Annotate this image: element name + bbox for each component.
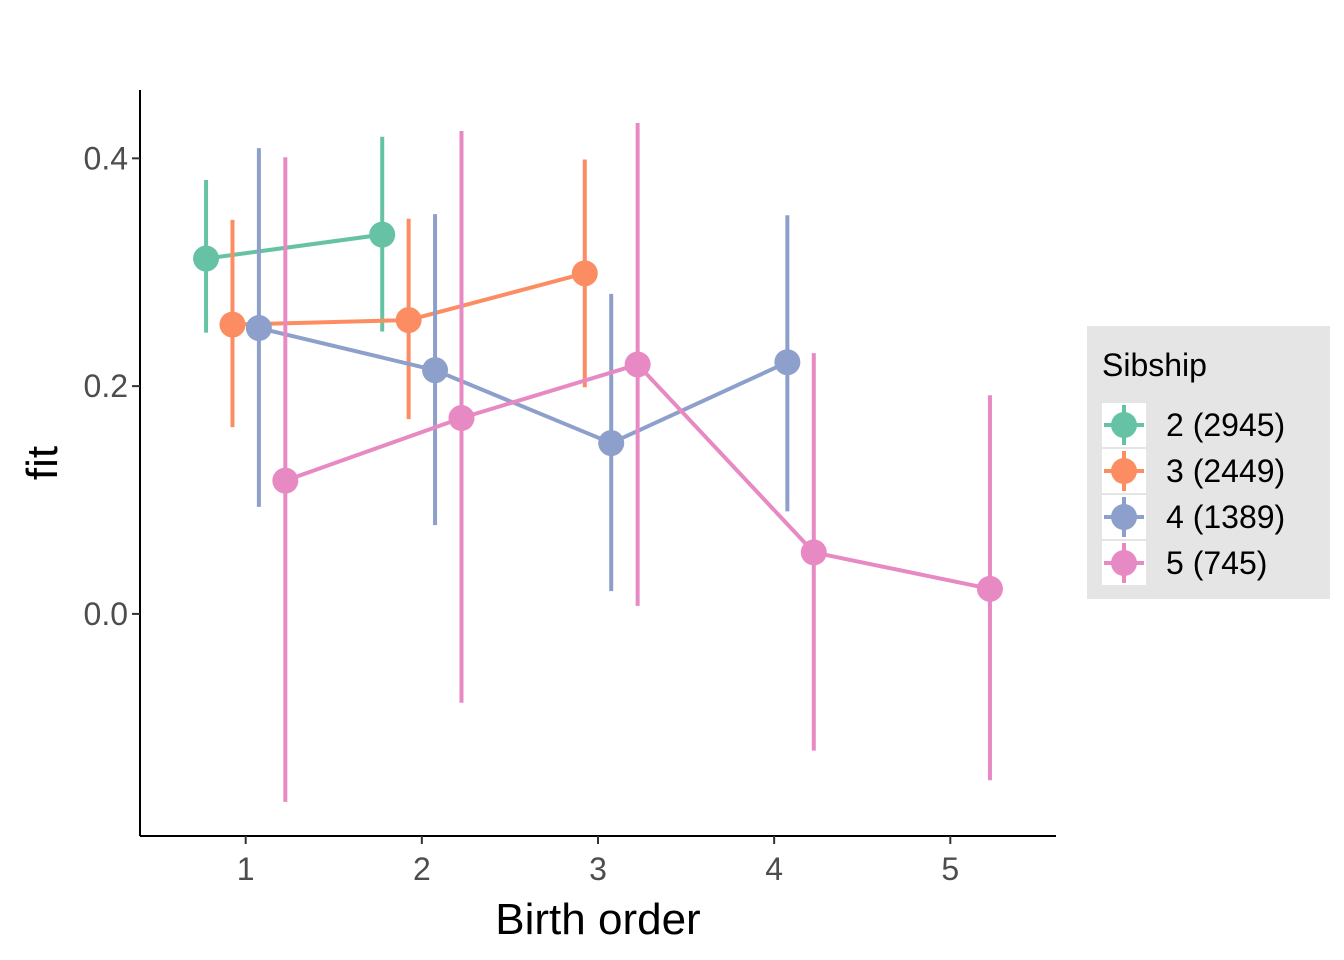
data-point [774, 349, 801, 376]
data-point [193, 245, 220, 272]
legend-title: Sibship [1102, 347, 1207, 383]
legend-key-point [1111, 550, 1137, 576]
series-3 [245, 148, 801, 592]
legend-key-point [1111, 504, 1137, 530]
y-axis-ticks: 0.0 0.2 0.4 [84, 140, 140, 632]
chart-marks [193, 123, 1003, 802]
series-1 [193, 136, 396, 333]
legend-label: 3 (2449) [1166, 453, 1285, 489]
x-tick-label: 1 [237, 851, 255, 887]
legend-key-point [1111, 458, 1137, 484]
data-point [976, 575, 1003, 602]
legend-label: 2 (2945) [1166, 407, 1285, 443]
legend-items: 2 (2945) 3 (2449) 4 (1389) 5 (745) [1102, 403, 1285, 585]
data-point [272, 467, 299, 494]
series-2 [219, 159, 598, 428]
y-axis-title: fit [18, 446, 67, 480]
legend: Sibship 2 (2945) 3 (2449) 4 (1389) 5 (745) [1087, 326, 1330, 599]
legend-label: 4 (1389) [1166, 499, 1285, 535]
legend-item: 4 (1389) [1102, 495, 1285, 539]
x-axis-ticks: 1 2 3 4 5 [237, 836, 959, 887]
data-point [245, 315, 272, 342]
data-point [624, 351, 651, 378]
data-point [422, 357, 449, 384]
data-point [571, 260, 598, 287]
x-tick-label: 5 [941, 851, 959, 887]
x-tick-label: 2 [413, 851, 431, 887]
y-tick-label: 0.2 [84, 368, 128, 404]
legend-key-point [1111, 412, 1137, 438]
legend-item: 3 (2449) [1102, 449, 1285, 493]
data-point [395, 307, 422, 334]
legend-item: 2 (2945) [1102, 403, 1285, 447]
y-tick-label: 0.0 [84, 596, 128, 632]
x-tick-label: 4 [765, 851, 783, 887]
data-point [448, 405, 475, 432]
x-tick-label: 3 [589, 851, 607, 887]
data-point [219, 311, 246, 338]
x-axis-title: Birth order [495, 895, 700, 944]
data-point [598, 430, 625, 457]
data-point [800, 539, 827, 566]
legend-item: 5 (745) [1102, 541, 1267, 585]
series-4 [272, 123, 1003, 802]
data-point [369, 221, 396, 248]
legend-label: 5 (745) [1166, 545, 1267, 581]
series-line [258, 326, 789, 446]
y-tick-label: 0.4 [84, 140, 128, 176]
series-line [205, 232, 383, 261]
